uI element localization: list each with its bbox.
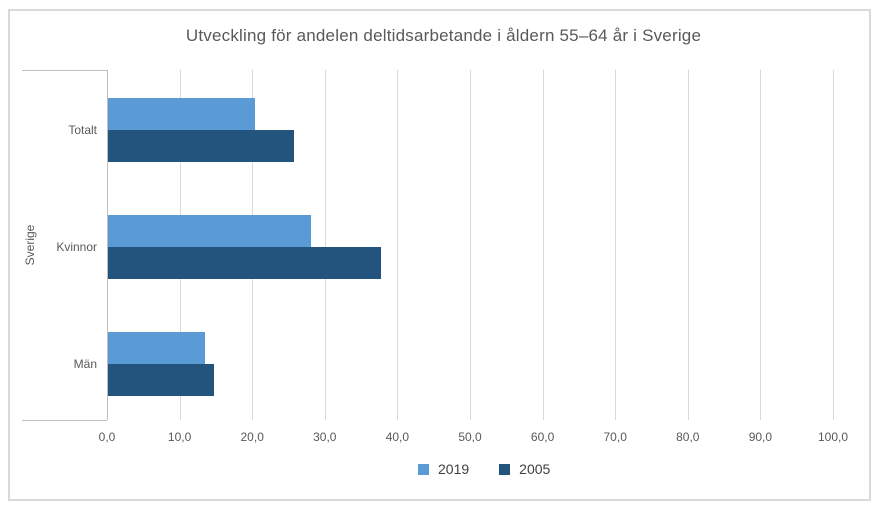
bar-2005-kvinnor (108, 247, 381, 279)
gridline (397, 70, 399, 420)
y-axis-group-label: Sverige (23, 224, 37, 266)
x-tick-label: 100,0 (817, 430, 849, 444)
legend-swatch-icon (418, 463, 429, 475)
legend-label: 2019 (438, 461, 470, 477)
gridline (542, 70, 544, 420)
x-tick-label: 20,0 (240, 430, 264, 444)
legend-item-2019: 2019 (418, 461, 469, 477)
bar-2019-totalt (108, 98, 256, 131)
x-tick-label: 60,0 (530, 430, 555, 444)
category-axis-boundary-tick (22, 70, 107, 71)
chart-title: Utveckling för andelen deltidsarbetande … (185, 26, 702, 45)
x-tick-label: 40,0 (385, 430, 410, 444)
legend-item-2005: 2005 (499, 461, 550, 477)
gridline (833, 70, 834, 420)
gridline (760, 70, 762, 420)
x-tick-label: 90,0 (748, 430, 773, 444)
gridline (615, 70, 617, 420)
category-label-kvinnor: Kvinnor (56, 240, 97, 254)
legend-swatch-icon (499, 463, 511, 475)
gridline (470, 70, 471, 420)
x-tick-label: 0,0 (98, 430, 116, 444)
category-label-män: Män (73, 356, 97, 371)
category-axis-line (107, 70, 108, 420)
category-label-totalt: Totalt (68, 123, 97, 138)
gridline (687, 70, 689, 420)
x-tick-label: 10,0 (167, 430, 192, 444)
x-tick-label: 50,0 (458, 430, 482, 444)
legend: 2019 2005 (418, 461, 550, 477)
bar-2005-män (108, 363, 214, 396)
x-tick-label: 80,0 (676, 430, 700, 444)
bar-2019-män (108, 331, 206, 364)
category-axis-boundary-tick (22, 420, 107, 421)
x-tick-label: 30,0 (313, 430, 337, 444)
legend-label: 2005 (519, 461, 551, 477)
plot-area (107, 70, 834, 420)
bar-2005-totalt (108, 130, 294, 163)
x-tick-label: 70,0 (603, 430, 627, 444)
gridline (324, 70, 326, 420)
bar-2019-kvinnor (108, 215, 311, 247)
